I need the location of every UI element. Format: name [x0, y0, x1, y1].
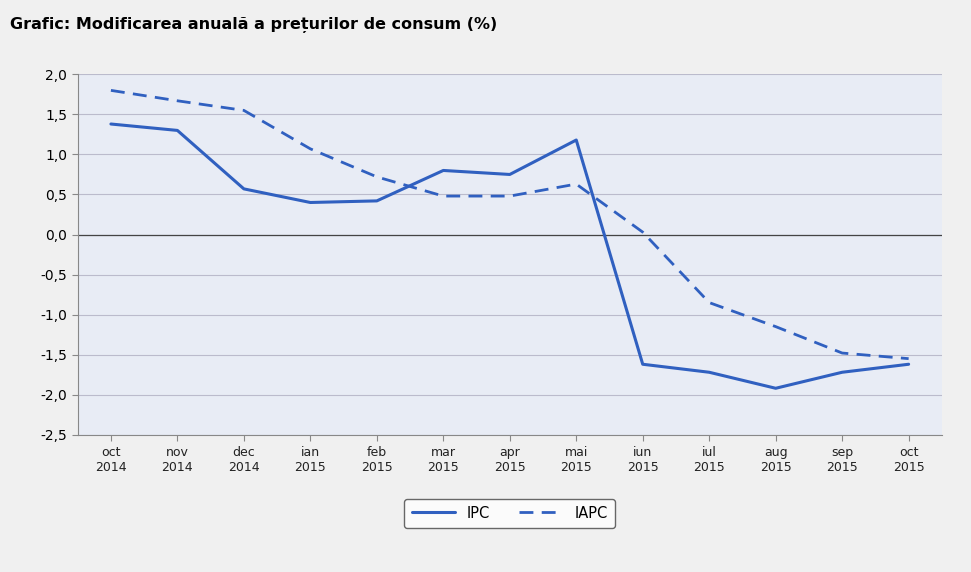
Line: IAPC: IAPC	[111, 90, 909, 359]
Line: IPC: IPC	[111, 124, 909, 388]
IAPC	[836, 349, 848, 356]
IPC	[770, 385, 782, 392]
IPC	[238, 185, 250, 192]
IPC	[504, 171, 516, 178]
IPC	[371, 197, 383, 204]
IAPC	[238, 107, 250, 114]
IPC	[903, 361, 915, 368]
IAPC	[438, 193, 450, 200]
IAPC	[570, 181, 582, 188]
IAPC	[305, 145, 317, 152]
IAPC	[105, 87, 117, 94]
IPC	[570, 137, 582, 144]
IAPC	[703, 299, 715, 306]
IAPC	[637, 229, 649, 236]
IAPC	[172, 97, 184, 104]
Text: Grafic: Modificarea anuală a prețurilor de consum (%): Grafic: Modificarea anuală a prețurilor …	[10, 17, 497, 33]
IPC	[172, 127, 184, 134]
IPC	[703, 369, 715, 376]
IAPC	[504, 193, 516, 200]
Legend: IPC, IAPC: IPC, IAPC	[404, 499, 616, 529]
IPC	[105, 121, 117, 128]
IPC	[637, 361, 649, 368]
IAPC	[371, 173, 383, 180]
IAPC	[903, 355, 915, 362]
IPC	[438, 167, 450, 174]
IPC	[836, 369, 848, 376]
IAPC	[770, 323, 782, 330]
IPC	[305, 199, 317, 206]
